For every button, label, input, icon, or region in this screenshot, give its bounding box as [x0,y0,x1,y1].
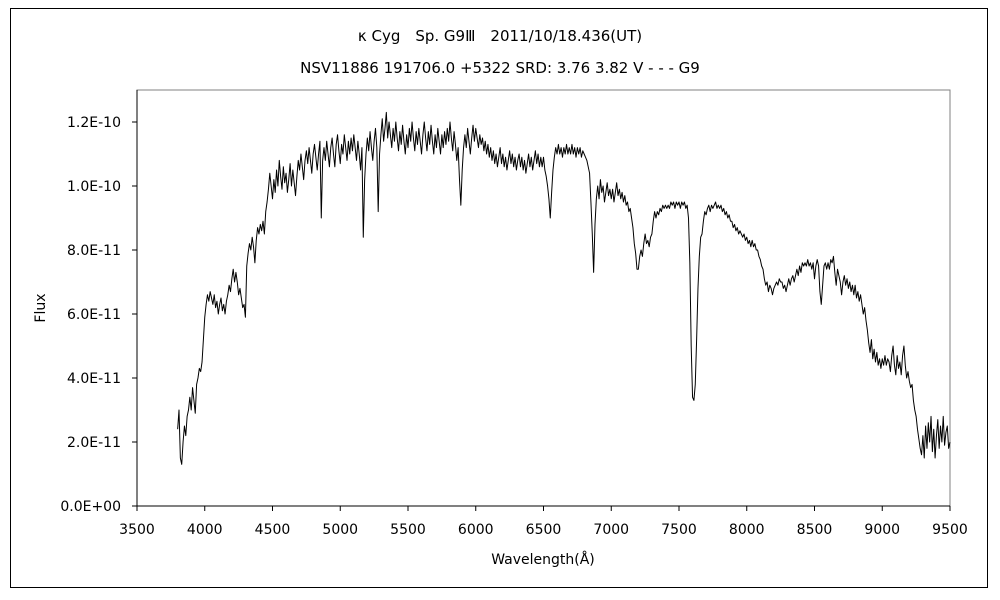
x-axis-label: Wavelength(Å) [491,551,595,568]
y-tick-label: 2.0E-11 [67,435,121,451]
x-tick-label: 9000 [864,522,900,538]
y-tick-label: 1.0E-10 [67,179,121,195]
chart-subtitle: NSV11886 191706.0 +5322 SRD: 3.76 3.82 V… [300,59,700,77]
plot-area [136,89,951,507]
x-tick-label: 3500 [119,522,155,538]
y-tick-label: 0.0E+00 [60,499,121,515]
x-tick-label: 7000 [593,522,629,538]
x-tick-label: 4000 [187,522,223,538]
y-tick-label: 4.0E-11 [67,371,121,387]
x-tick-label: 4500 [255,522,291,538]
x-ticks: 3500 4000 4500 5000 5500 6000 6500 7000 7500 8000… [119,506,968,538]
y-axis-label: Flux [33,293,49,322]
x-tick-label: 8000 [729,522,765,538]
chart-frame [10,8,988,588]
x-tick-label: 5000 [322,522,358,538]
y-tick-label: 8.0E-11 [67,243,121,259]
y-ticks: 0.0E+00 2.0E-11 4.0E-11 6.0E-11 8.0E-11 1.0E-… [60,115,137,515]
x-tick-label: 5500 [390,522,426,538]
x-tick-label: 8500 [797,522,833,538]
y-tick-label: 1.2E-10 [67,115,121,131]
x-tick-label: 7500 [661,522,697,538]
x-tick-label: 6500 [526,522,562,538]
chart-title: κ Cyg Sp. G9Ⅲ 2011/10/18.436(UT) [357,27,643,45]
y-tick-label: 6.0E-11 [67,307,121,323]
x-tick-label: 6000 [458,522,494,538]
flux-series-line [177,111,951,465]
x-tick-label: 9500 [932,522,968,538]
